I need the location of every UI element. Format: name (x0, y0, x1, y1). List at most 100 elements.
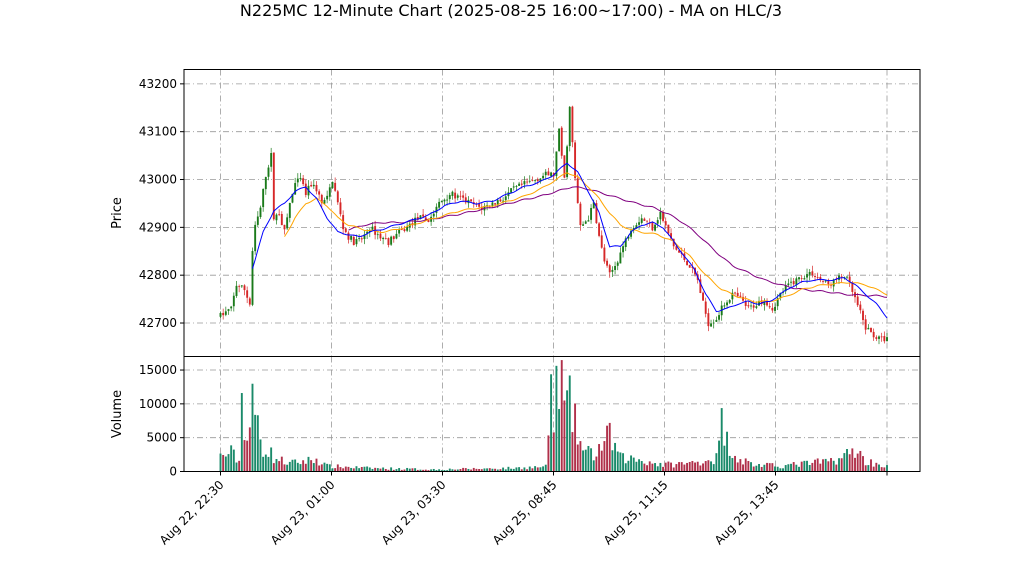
volume-bar (339, 467, 342, 472)
volume-bar (462, 467, 465, 472)
volume-bar (822, 459, 824, 472)
volume-bar (430, 469, 433, 472)
volume-bar (456, 469, 459, 472)
volume-bar (312, 463, 315, 472)
volume-bar (763, 464, 766, 472)
volume-bar (574, 403, 577, 472)
candle-body (846, 276, 848, 278)
volume-bar (379, 468, 382, 472)
volume-bar (328, 464, 331, 472)
candle-body (595, 203, 598, 224)
volume-bar (680, 462, 683, 472)
volume-bars (219, 360, 888, 472)
candle-body (744, 301, 747, 306)
volume-bar (563, 400, 566, 472)
volume-bar (747, 460, 750, 472)
candle-body (320, 194, 323, 204)
candle-body (502, 200, 505, 202)
volume-bar (584, 449, 587, 472)
price-y-ticks: 42700 42800 42900 43000 43100 43200 (139, 77, 184, 330)
volume-bar (435, 470, 438, 472)
volume-bar (406, 467, 409, 472)
candle-body (710, 323, 712, 327)
volume-bar (483, 468, 486, 472)
volume-bar (342, 468, 345, 472)
volume-bar (667, 461, 670, 472)
volume-bar (275, 458, 278, 472)
candle-body (563, 155, 566, 178)
candle-body (664, 221, 667, 226)
volume-y-tick-label: 5000 (146, 431, 177, 445)
volume-bar (744, 458, 747, 472)
volume-bar (606, 425, 609, 472)
volume-bar (800, 461, 803, 472)
candle-body (616, 262, 619, 266)
volume-bar (352, 468, 355, 472)
volume-bar (496, 469, 499, 472)
volume-bar (640, 461, 643, 472)
candle-body (288, 203, 291, 218)
candle-body (510, 188, 513, 193)
price-y-tick-label: 42700 (139, 316, 177, 330)
volume-bar (264, 454, 267, 472)
candle-body (811, 271, 814, 276)
volume-bar (376, 468, 379, 472)
volume-bar (296, 462, 299, 472)
volume-bar (539, 467, 542, 472)
volume-bar (632, 457, 635, 472)
volume-bar (555, 365, 558, 472)
volume-bar (286, 464, 289, 472)
x-axis: Aug 22, 22:30 Aug 23, 01:00 Aug 23, 03:30 A… (157, 471, 888, 548)
candle-body (438, 201, 441, 208)
volume-bar (712, 464, 715, 472)
candle-body (619, 252, 622, 264)
candle-body (598, 223, 601, 236)
volume-bar (787, 464, 790, 472)
candle-body (248, 298, 251, 305)
candle-body (555, 151, 558, 177)
candle-body (752, 305, 755, 308)
volume-bar (691, 460, 694, 472)
volume-bar (659, 462, 662, 472)
volume-bar (595, 456, 598, 472)
volume-bar (320, 464, 323, 472)
candle-body (494, 203, 497, 205)
candle-body (315, 184, 318, 192)
volume-bar (467, 468, 470, 472)
volume-y-tick-label: 0 (169, 465, 177, 479)
candle-body (419, 215, 422, 219)
candle-body (227, 309, 230, 311)
candle-body (627, 236, 630, 239)
volume-bar (459, 469, 462, 472)
volume-bar (723, 445, 726, 472)
candle-body (747, 305, 750, 307)
candle-body (256, 216, 259, 225)
candle-body (731, 292, 734, 300)
candle-body (840, 276, 843, 278)
candle-body (264, 177, 267, 190)
candle-body (816, 277, 819, 279)
volume-bar (544, 464, 547, 472)
candle-body (326, 195, 329, 200)
candle-body (347, 232, 350, 240)
volume-bar (400, 469, 403, 472)
volume-bar (419, 469, 422, 472)
candle-body (699, 279, 702, 293)
volume-bar (859, 450, 862, 472)
volume-bar (771, 463, 774, 472)
candle-body (235, 285, 238, 296)
candle-body (795, 278, 798, 285)
volume-bar (315, 458, 318, 472)
volume-bar (219, 453, 222, 472)
volume-bar (696, 461, 699, 472)
price-y-tick-label: 43000 (139, 173, 177, 187)
candle-body (571, 106, 574, 143)
candle-body (478, 203, 481, 207)
candle-body (304, 183, 307, 195)
candle-body (824, 280, 827, 282)
candle-body (726, 302, 728, 306)
candle-body (632, 227, 635, 231)
candle-body (267, 167, 270, 177)
candle-body (518, 183, 521, 186)
